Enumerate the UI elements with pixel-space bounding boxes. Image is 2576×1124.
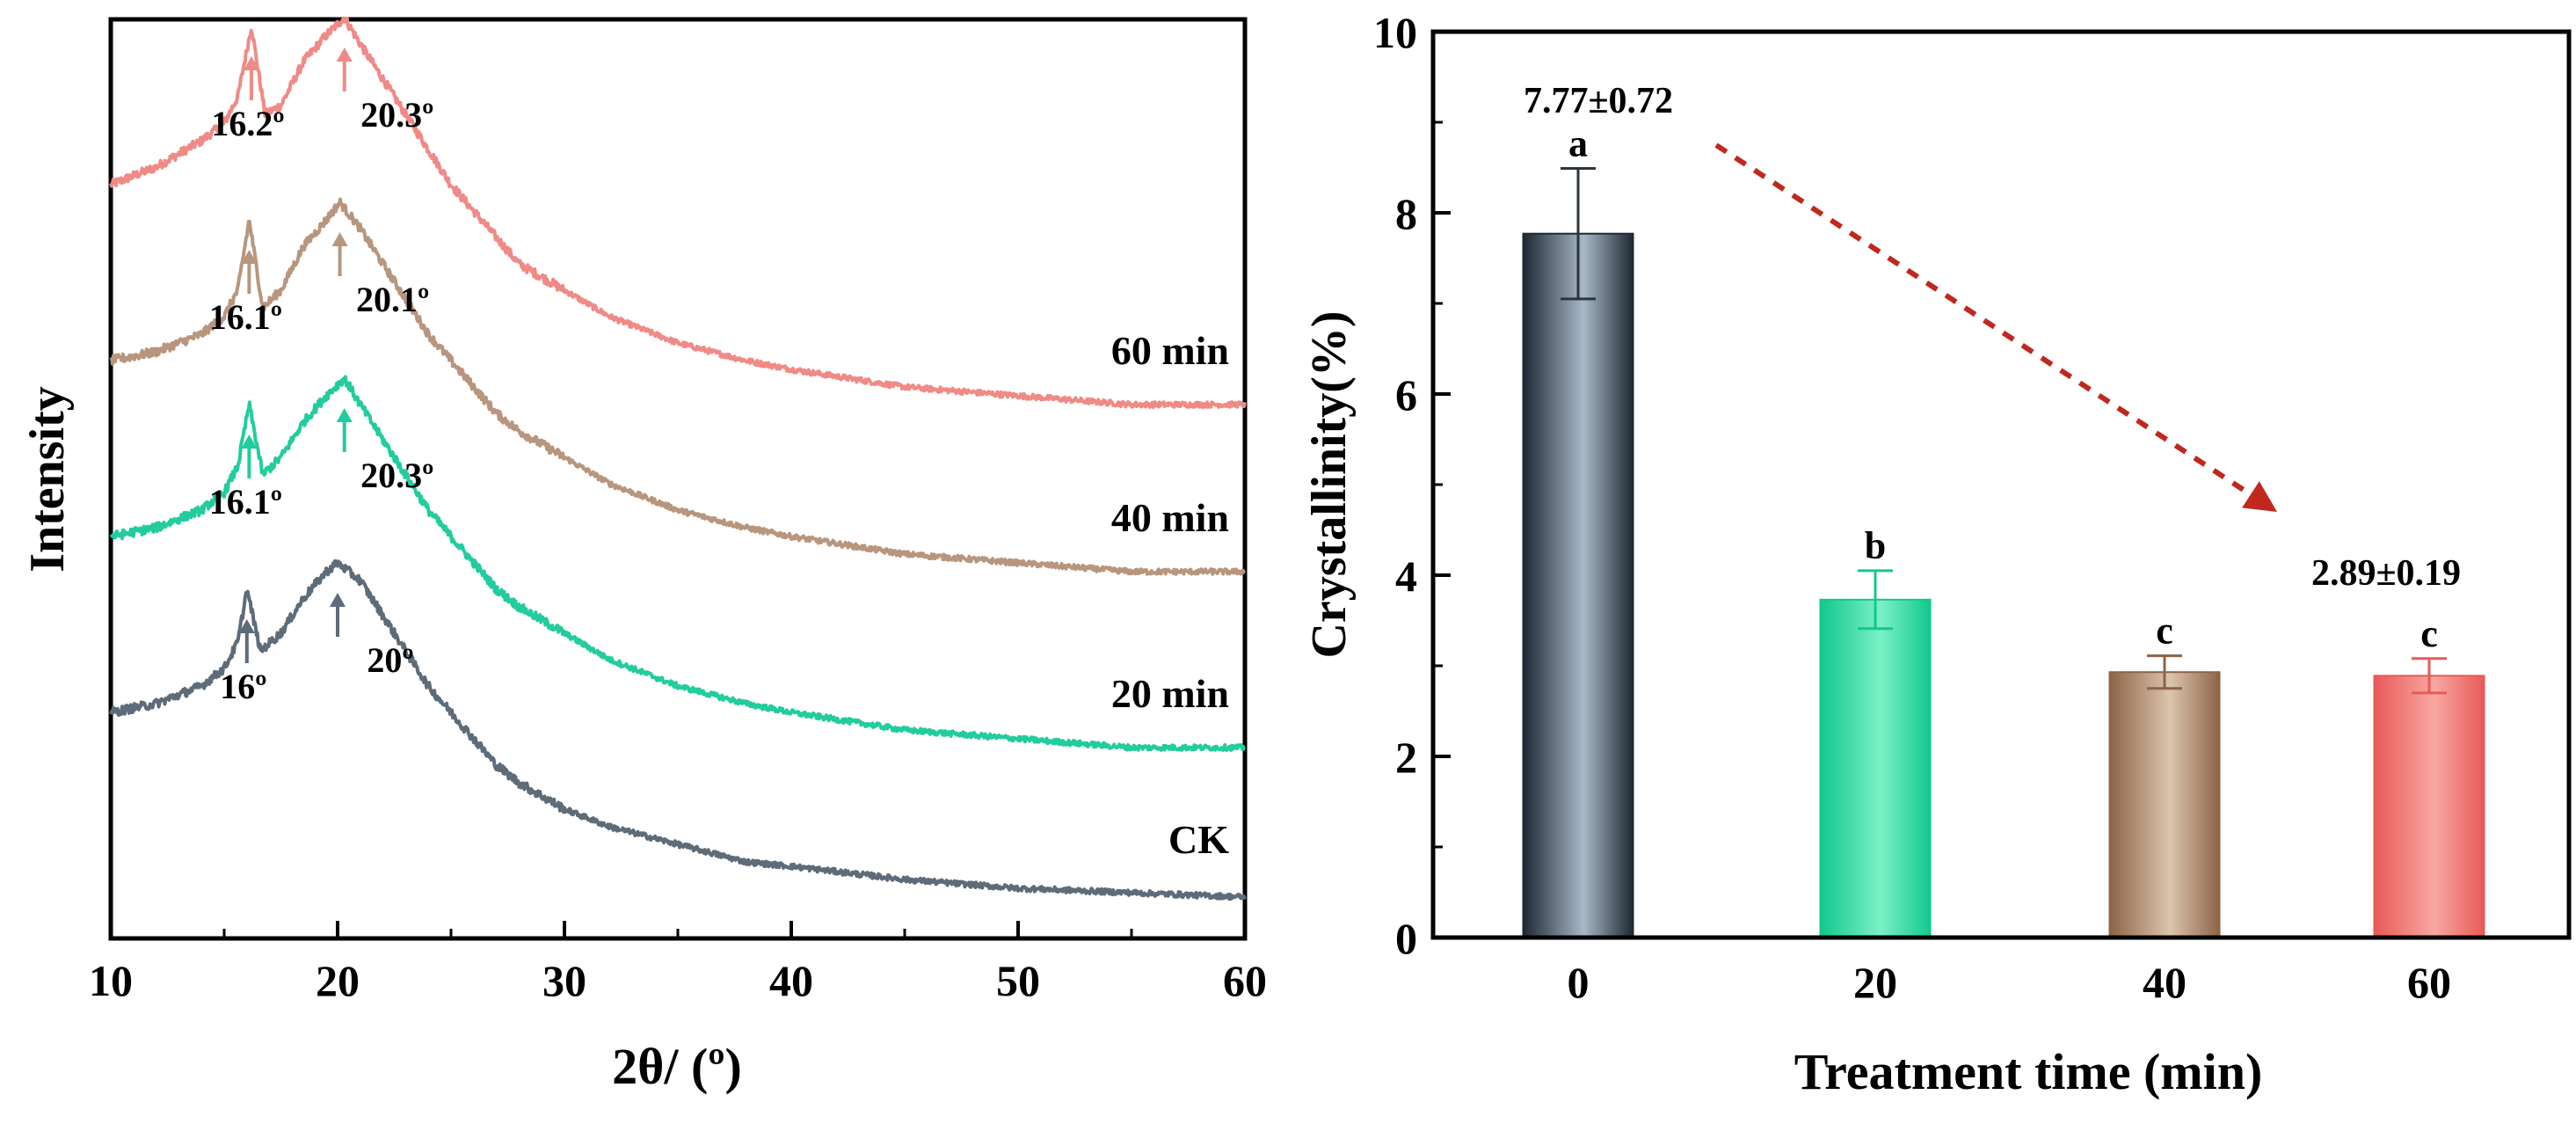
bar-20-min: [1819, 598, 1932, 938]
xrd-panel: 10 20 30 40 50 60 16.2º 20.3º 16.1º 20.1º 16.1º 20…: [20, 16, 1267, 1095]
xrd-peak-arrowhead: [336, 408, 353, 422]
xrd-peak-label: 20.3º: [360, 456, 433, 495]
bar-y-tick-label-0: 0: [1395, 914, 1417, 963]
bar-0-min: [1522, 232, 1634, 938]
xrd-x-tick-label-30: 30: [542, 956, 586, 1005]
xrd-series-label-60-min: 60 min: [1111, 328, 1229, 373]
xrd-series-group: [109, 16, 1247, 901]
xrd-peak-arrowhead: [331, 232, 348, 246]
xrd-y-axis-label: Intensity: [20, 386, 75, 573]
xrd-peak-arrowhead: [330, 593, 346, 607]
xrd-peak-label: 20º: [367, 640, 413, 680]
bar-y-tick-label-8: 8: [1395, 189, 1417, 238]
trend-arrow: [1714, 142, 2278, 512]
bar-x-axis-label: Treatment time (min): [1794, 1043, 2263, 1100]
xrd-peak-arrowhead: [238, 619, 255, 633]
bar-annotation-max: 7.77±0.72: [1524, 81, 1673, 121]
significance-letter-20: b: [1865, 524, 1886, 567]
bar-y-tick-label-6: 6: [1395, 370, 1417, 420]
bar-x-tick-label-40: 40: [2143, 958, 2187, 1007]
xrd-peak-label: 20.3º: [360, 95, 433, 135]
bar-letter-group: a b c c: [1568, 122, 2438, 655]
bar-plot-frame: [1430, 29, 2572, 940]
bar-x-tick-label-0: 0: [1568, 958, 1590, 1007]
xrd-plot-frame: [108, 17, 1248, 941]
bar-y-tick-label-4: 4: [1395, 551, 1417, 601]
bar-annotation-min: 2.89±0.19: [2311, 553, 2461, 594]
bar-x-ticks: 0 20 40 60: [1568, 920, 2451, 1007]
xrd-x-tick-label-40: 40: [769, 956, 813, 1005]
xrd-series-label-20-min: 20 min: [1111, 671, 1229, 716]
xrd-x-axis-label: 2θ/ (º): [612, 1038, 742, 1095]
bar-y-tick-label-2: 2: [1395, 733, 1417, 782]
xrd-series-labels: 60 min 40 min 20 min CK: [1111, 328, 1229, 862]
bar-y-ticks: 0 2 4 6 8 10: [1373, 8, 1451, 963]
bar-60-min: [2373, 675, 2485, 939]
xrd-peak-arrowhead: [241, 434, 258, 449]
xrd-peak-label: 20.1º: [356, 280, 429, 319]
xrd-peak-label: 16.1º: [209, 482, 282, 522]
xrd-line-40-min: [109, 197, 1247, 576]
xrd-peak-label: 16º: [220, 667, 266, 706]
xrd-peak-arrowhead: [241, 250, 258, 264]
xrd-peak-annotations: 16.2º 20.3º 16.1º 20.1º 16.1º 20.3º 16º 20º: [209, 47, 433, 706]
xrd-x-tick-label-50: 50: [996, 956, 1040, 1005]
significance-letter-40: c: [2156, 609, 2173, 653]
xrd-x-tick-label-60: 60: [1223, 956, 1267, 1005]
xrd-peak-arrowhead: [336, 47, 353, 62]
bar-y-axis-label: Crystallinity(%): [1302, 310, 1357, 658]
xrd-peak-arrowhead: [243, 56, 259, 70]
xrd-line-20-min: [109, 375, 1246, 752]
xrd-peak-label: 16.2º: [211, 104, 284, 143]
xrd-x-tick-label-20: 20: [316, 956, 360, 1005]
xrd-line-ck: [109, 558, 1247, 901]
bar-40-min: [2108, 671, 2221, 939]
bar-group: [1522, 232, 2485, 939]
bar-error-group: [1561, 167, 2447, 695]
xrd-x-tick-label-10: 10: [89, 956, 133, 1005]
xrd-series-label-ck: CK: [1168, 817, 1229, 862]
xrd-x-ticks: 10 20 30 40 50 60: [89, 921, 1267, 1005]
bar-y-tick-label-10: 10: [1373, 8, 1417, 57]
crystallinity-panel: 0 2 4 6 8 10 0 20 40 60 a b c c 7.77±0.72 2.89±0.19…: [1302, 8, 2572, 1100]
bar-x-tick-label-20: 20: [1853, 958, 1897, 1007]
bar-x-tick-label-60: 60: [2407, 958, 2451, 1007]
xrd-peak-label: 16.1º: [209, 297, 282, 337]
significance-letter-60: c: [2420, 612, 2438, 655]
significance-letter-0: a: [1568, 122, 1588, 165]
xrd-series-label-40-min: 40 min: [1111, 495, 1229, 540]
xrd-line-60-min: [109, 16, 1247, 409]
